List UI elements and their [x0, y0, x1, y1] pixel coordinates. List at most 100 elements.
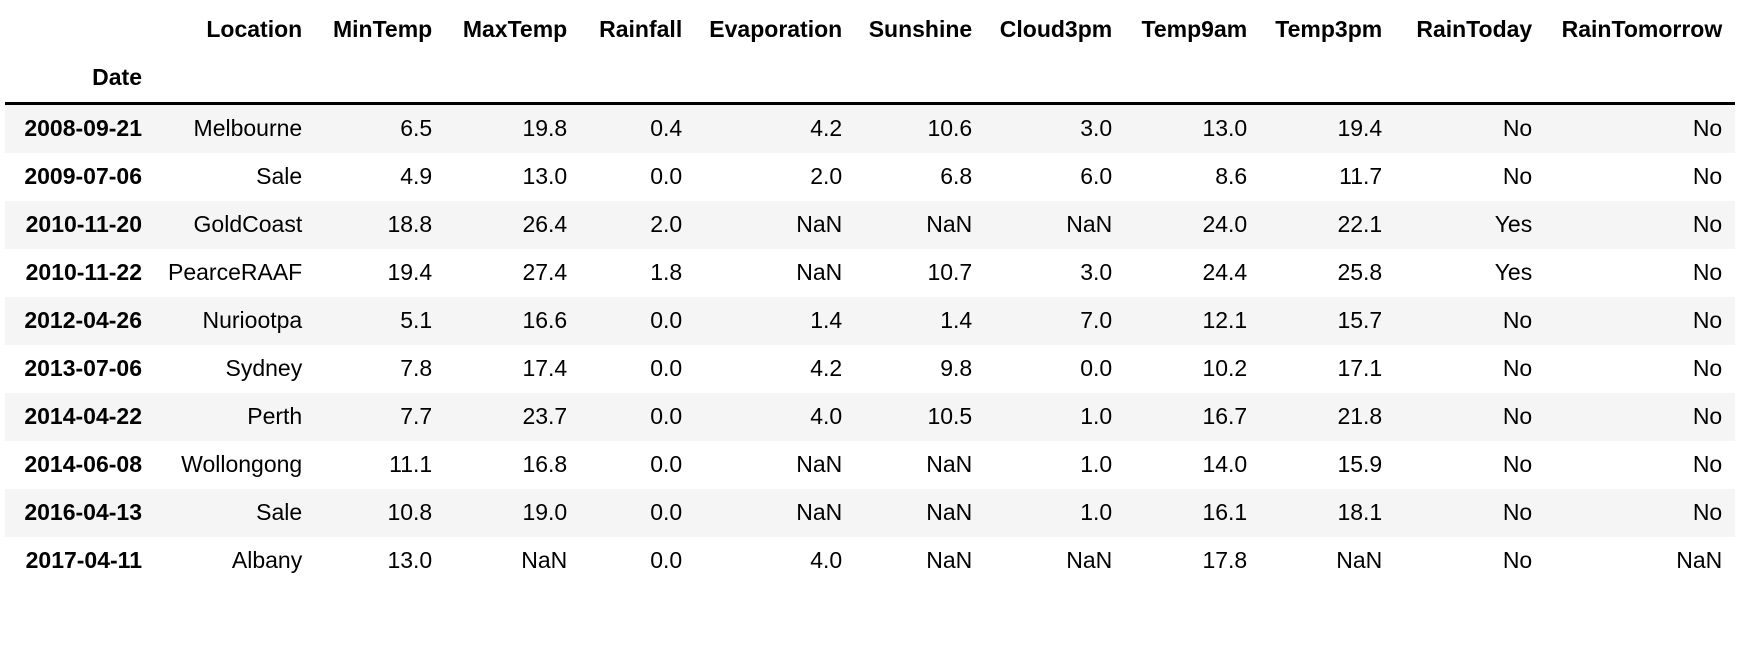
- cell-location: Sale: [256, 163, 303, 190]
- cell-rainfall: 0.0: [650, 499, 683, 526]
- cell-temp3pm: 18.1: [1337, 499, 1383, 526]
- cell-raintomorrow: No: [1692, 115, 1723, 142]
- table-row: 2009-07-06 Sale 4.9 13.0 0.0 2.0 6.8 6.0 8.6 11.7…: [5, 153, 1736, 201]
- column-header-raintoday: RainToday: [1416, 16, 1533, 43]
- cell-sunshine: 10.7: [927, 259, 973, 286]
- cell-temp9am: 10.2: [1202, 355, 1248, 382]
- column-header-raintomorrow: RainTomorrow: [1561, 16, 1723, 43]
- cell-location: Melbourne: [193, 115, 303, 142]
- cell-rainfall: 2.0: [650, 211, 683, 238]
- index-row-blank-cell: [315, 54, 445, 104]
- cell-temp3pm: 21.8: [1337, 403, 1383, 430]
- cell-evaporation: 1.4: [810, 307, 843, 334]
- cell-mintemp: 11.1: [389, 451, 433, 478]
- row-index-date: 2010-11-22: [25, 259, 142, 286]
- cell-sunshine: 1.4: [940, 307, 973, 334]
- index-row-blank-cell: [580, 54, 695, 104]
- cell-location: Albany: [231, 547, 303, 574]
- cell-temp3pm: NaN: [1336, 547, 1383, 574]
- cell-rainfall: 0.0: [650, 355, 683, 382]
- cell-evaporation: 4.2: [810, 355, 843, 382]
- cell-sunshine: NaN: [926, 499, 973, 526]
- cell-location: GoldCoast: [193, 211, 303, 238]
- cell-location: PearceRAAF: [168, 259, 303, 286]
- table-row: 2014-04-22 Perth 7.7 23.7 0.0 4.0 10.5 1.0 16.7 2…: [5, 393, 1736, 441]
- index-name-row: Date: [5, 54, 1735, 104]
- cell-maxtemp: 19.0: [522, 499, 568, 526]
- cell-location: Sydney: [225, 355, 303, 382]
- cell-sunshine: 9.8: [940, 355, 973, 382]
- cell-rainfall: 0.0: [650, 163, 683, 190]
- column-header-location: Location: [206, 16, 303, 43]
- cell-raintomorrow: No: [1692, 307, 1723, 334]
- cell-temp3pm: 25.8: [1337, 259, 1383, 286]
- cell-temp3pm: 22.1: [1337, 211, 1383, 238]
- table-row: 2010-11-20 GoldCoast 18.8 26.4 2.0 NaN NaN NaN 2…: [5, 201, 1736, 249]
- cell-cloud3pm: 1.0: [1080, 403, 1113, 430]
- index-row-blank-cell: [985, 54, 1125, 104]
- cell-raintoday: No: [1502, 307, 1533, 334]
- row-index-date: 2010-11-20: [25, 211, 142, 238]
- cell-rainfall: 0.0: [650, 451, 683, 478]
- cell-evaporation: 2.0: [810, 163, 843, 190]
- column-header-maxtemp: MaxTemp: [462, 16, 568, 43]
- row-index-date: 2009-07-06: [24, 163, 142, 190]
- cell-maxtemp: 19.8: [522, 115, 568, 142]
- cell-rainfall: 1.8: [650, 259, 683, 286]
- column-header-temp3pm: Temp3pm: [1275, 16, 1383, 43]
- cell-raintoday: No: [1502, 115, 1533, 142]
- cell-raintomorrow: No: [1692, 259, 1723, 286]
- cell-mintemp: 7.7: [400, 403, 433, 430]
- table-row: 2016-04-13 Sale 10.8 19.0 0.0 NaN NaN 1.0 16.1 18…: [5, 489, 1736, 537]
- cell-raintomorrow: NaN: [1676, 547, 1723, 574]
- cell-rainfall: 0.4: [650, 115, 683, 142]
- index-row-blank-cell: [1545, 54, 1735, 104]
- cell-rainfall: 0.0: [650, 547, 683, 574]
- dataframe-header: Location MinTemp MaxTemp Rainfall Evaporatio…: [5, 6, 1736, 104]
- row-index-date: 2017-04-11: [25, 547, 142, 574]
- cell-sunshine: NaN: [926, 451, 973, 478]
- cell-cloud3pm: 0.0: [1080, 355, 1113, 382]
- cell-temp9am: 16.7: [1202, 403, 1248, 430]
- cell-location: Perth: [247, 403, 303, 430]
- cell-location: Nuriootpa: [202, 307, 303, 334]
- cell-sunshine: NaN: [926, 211, 973, 238]
- cell-temp9am: 24.4: [1202, 259, 1248, 286]
- column-header-row: Location MinTemp MaxTemp Rainfall Evaporatio…: [5, 6, 1735, 54]
- cell-maxtemp: 13.0: [522, 163, 568, 190]
- index-row-blank-cell: [1125, 54, 1260, 104]
- cell-evaporation: NaN: [796, 499, 843, 526]
- cell-raintomorrow: No: [1692, 355, 1723, 382]
- cell-raintoday: Yes: [1494, 259, 1533, 286]
- cell-temp9am: 8.6: [1215, 163, 1248, 190]
- cell-cloud3pm: NaN: [1066, 547, 1113, 574]
- column-header-evaporation: Evaporation: [709, 16, 843, 43]
- cell-raintomorrow: No: [1692, 451, 1723, 478]
- cell-maxtemp: 26.4: [522, 211, 568, 238]
- cell-raintoday: Yes: [1494, 211, 1533, 238]
- cell-raintomorrow: No: [1692, 211, 1723, 238]
- column-header-cloud3pm: Cloud3pm: [999, 16, 1113, 43]
- cell-evaporation: NaN: [796, 211, 843, 238]
- cell-evaporation: NaN: [796, 259, 843, 286]
- cell-temp9am: 24.0: [1202, 211, 1248, 238]
- cell-maxtemp: 27.4: [522, 259, 568, 286]
- cell-mintemp: 19.4: [387, 259, 433, 286]
- cell-cloud3pm: 1.0: [1080, 499, 1113, 526]
- cell-temp9am: 17.8: [1202, 547, 1248, 574]
- cell-rainfall: 0.0: [650, 307, 683, 334]
- row-index-date: 2014-04-22: [24, 403, 142, 430]
- index-row-blank-cell: [445, 54, 580, 104]
- cell-temp3pm: 17.1: [1337, 355, 1383, 382]
- cell-mintemp: 7.8: [400, 355, 433, 382]
- cell-raintomorrow: No: [1692, 163, 1723, 190]
- cell-maxtemp: 16.6: [522, 307, 568, 334]
- cell-cloud3pm: 3.0: [1080, 259, 1113, 286]
- cell-mintemp: 18.8: [387, 211, 433, 238]
- cell-raintomorrow: No: [1692, 403, 1723, 430]
- weather-dataframe-table: Location MinTemp MaxTemp Rainfall Evaporatio…: [5, 6, 1736, 585]
- index-row-blank-cell: [1260, 54, 1395, 104]
- cell-raintoday: No: [1502, 355, 1533, 382]
- table-row: 2008-09-21 Melbourne 6.5 19.8 0.4 4.2 10.6 3.0 1…: [5, 103, 1736, 153]
